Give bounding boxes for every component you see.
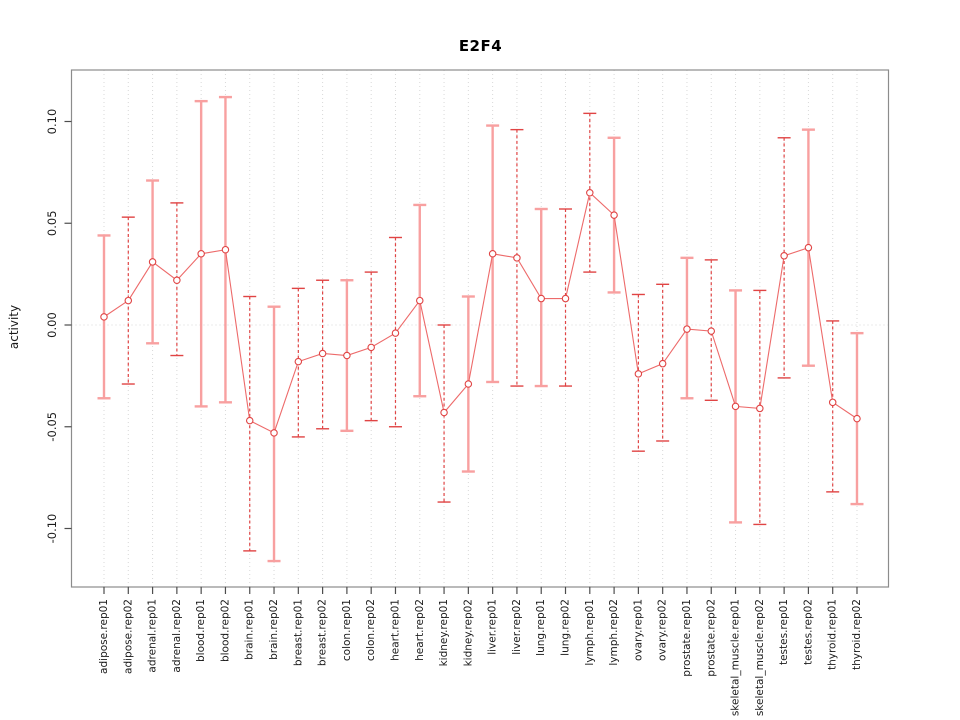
plot-border [70, 69, 890, 588]
data-point-marker [634, 370, 643, 378]
data-point-marker [343, 351, 351, 360]
data-point-marker [561, 294, 570, 303]
data-point-marker [197, 250, 205, 258]
y-tick-label: 0.05 [45, 210, 59, 236]
data-point-marker [391, 329, 400, 337]
chart-title: E2F4 [458, 37, 503, 55]
data-point-marker [853, 414, 861, 423]
data-point-marker [148, 258, 157, 266]
y-tick-label: 0.10 [45, 109, 59, 135]
data-point-marker [221, 245, 230, 254]
data-point-marker [658, 359, 667, 368]
data-point-marker [367, 343, 375, 352]
data-point-marker [828, 398, 837, 407]
x-tick-label: breast.rep02 [317, 599, 329, 666]
x-tick-label: adipose.rep02 [122, 599, 134, 674]
data-point-marker [440, 408, 448, 417]
x-tick-label: ovary.rep01 [632, 599, 644, 661]
data-point-marker [173, 276, 181, 284]
x-tick-label: kidney.rep01 [438, 599, 450, 666]
x-tick-label: blood.rep02 [219, 599, 231, 662]
x-tick-label: heart.rep01 [389, 599, 401, 661]
data-point-marker [683, 325, 691, 333]
data-point-marker [804, 243, 813, 252]
x-tick-label: adrenal.rep02 [171, 599, 183, 673]
x-tick-label: brain.rep02 [268, 599, 280, 660]
x-tick-label: kidney.rep02 [462, 599, 474, 666]
x-tick-label: testes.rep02 [802, 599, 814, 665]
x-tick-label: adrenal.rep01 [147, 599, 159, 673]
data-point-marker [780, 252, 788, 260]
x-tick-label: colon.rep01 [341, 599, 353, 661]
x-tick-label: thyroid.rep01 [827, 599, 839, 670]
x-tick-label: ovary.rep02 [657, 599, 669, 661]
y-tick-label: -0.10 [45, 514, 59, 544]
x-tick-label: testes.rep01 [778, 599, 790, 665]
x-tick-label: skeletal_muscle.rep01 [730, 599, 742, 716]
data-point-marker [756, 404, 764, 413]
x-tick-label: prostate.rep02 [705, 599, 717, 677]
data-point-marker [610, 211, 618, 219]
data-point-marker [513, 254, 521, 262]
x-tick-label: lymph.rep02 [608, 599, 620, 666]
x-tick-label: liver.rep01 [487, 599, 499, 655]
data-point-marker [416, 296, 424, 305]
x-tick-label: breast.rep01 [292, 599, 304, 666]
x-tick-label: blood.rep01 [195, 599, 207, 662]
data-point-marker [100, 313, 108, 321]
x-tick-label: liver.rep02 [511, 599, 523, 655]
data-point-marker [270, 429, 278, 437]
x-tick-label: thyroid.rep02 [851, 599, 863, 670]
y-tick-label: 0.00 [45, 312, 59, 338]
series-line [103, 191, 858, 434]
data-point-marker [731, 402, 740, 411]
x-tick-label: brain.rep01 [244, 599, 256, 660]
y-tick-label: -0.05 [45, 412, 59, 442]
x-tick-label: adipose.rep01 [98, 599, 110, 674]
data-point-marker [537, 294, 545, 303]
data-point-marker [707, 327, 715, 335]
data-point-marker [318, 349, 327, 358]
x-tick-label: lung.rep01 [535, 599, 547, 656]
x-tick-label: colon.rep02 [365, 599, 377, 661]
data-point-marker [245, 416, 254, 425]
data-point-marker [464, 380, 473, 388]
data-point-marker [294, 357, 303, 366]
x-tick-label: lymph.rep01 [584, 599, 596, 666]
data-point-marker [488, 250, 497, 258]
x-tick-label: lung.rep02 [560, 599, 572, 656]
x-tick-label: prostate.rep01 [681, 599, 693, 677]
x-tick-label: heart.rep02 [414, 599, 426, 661]
data-point-marker [124, 296, 133, 305]
data-point-marker [586, 188, 594, 197]
x-tick-label: skeletal_muscle.rep02 [754, 599, 766, 716]
